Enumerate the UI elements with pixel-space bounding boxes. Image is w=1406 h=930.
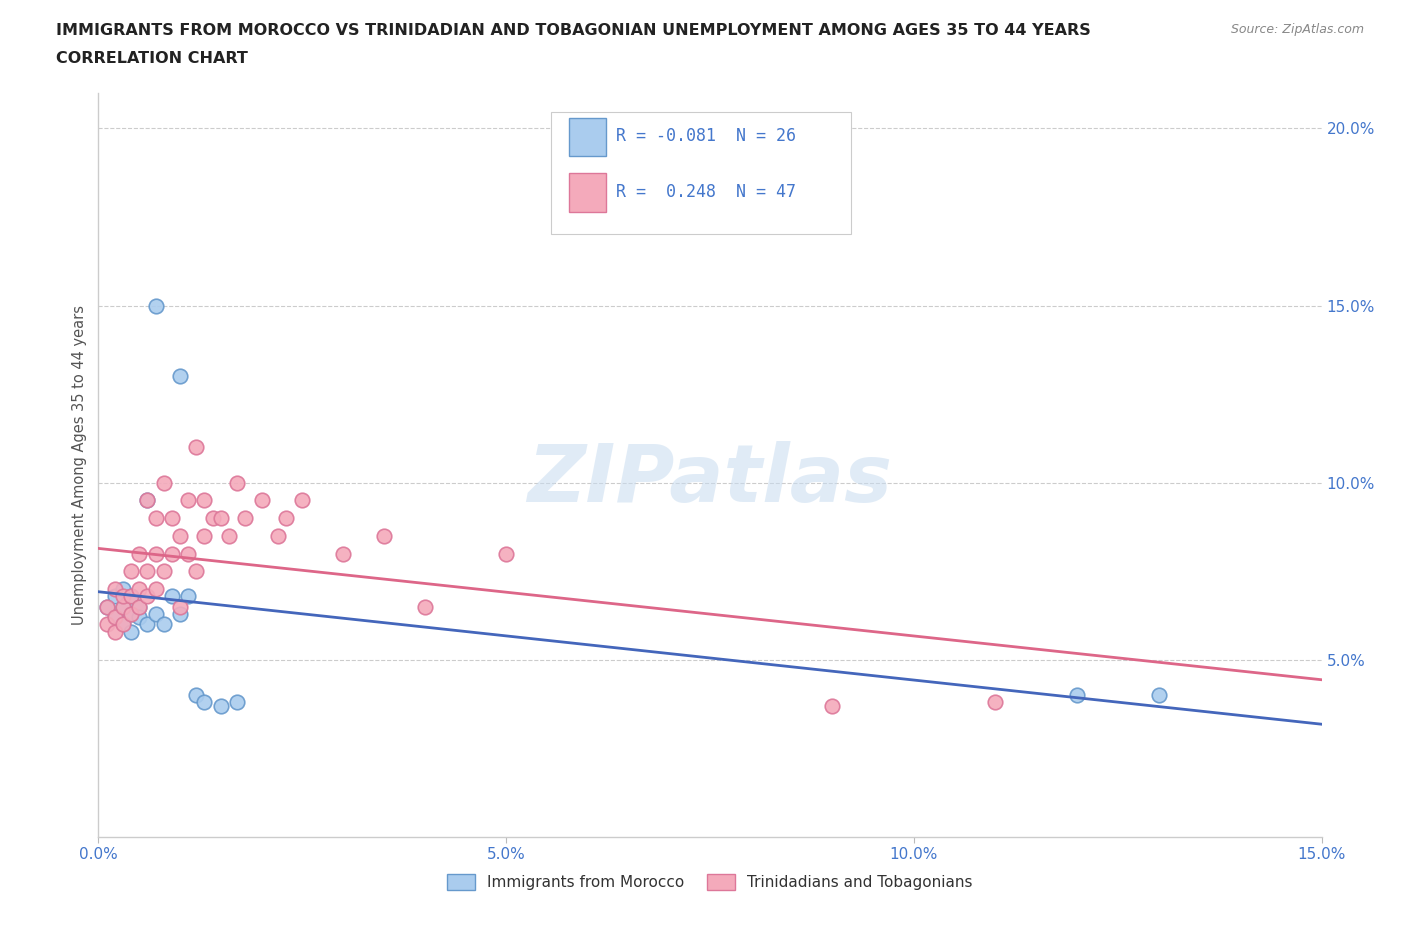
Point [104, 581, 127, 596]
Point [120, 624, 142, 639]
Point [226, 475, 249, 490]
Point [250, 493, 273, 508]
Point [128, 610, 150, 625]
Text: R =  0.248  N = 47: R = 0.248 N = 47 [616, 183, 796, 201]
Point [169, 528, 191, 543]
Point [160, 589, 183, 604]
Point [495, 546, 517, 561]
Text: CORRELATION CHART: CORRELATION CHART [56, 51, 247, 66]
Point [111, 599, 134, 614]
Point [120, 589, 142, 604]
Point [96, 617, 118, 631]
Point [136, 493, 159, 508]
Point [169, 606, 191, 621]
FancyBboxPatch shape [569, 117, 606, 156]
Point [169, 599, 191, 614]
Text: IMMIGRANTS FROM MOROCCO VS TRINIDADIAN AND TOBAGONIAN UNEMPLOYMENT AMONG AGES 35: IMMIGRANTS FROM MOROCCO VS TRINIDADIAN A… [56, 23, 1091, 38]
Point [120, 606, 142, 621]
Point [177, 493, 200, 508]
Point [209, 698, 232, 713]
Point [821, 698, 844, 713]
Point [136, 589, 159, 604]
Point [136, 493, 159, 508]
Point [1066, 688, 1088, 703]
Point [169, 369, 191, 384]
FancyBboxPatch shape [551, 112, 851, 234]
Point [145, 581, 167, 596]
Point [186, 564, 208, 578]
Point [291, 493, 314, 508]
Point [104, 589, 127, 604]
Point [152, 475, 174, 490]
Point [984, 695, 1007, 710]
Point [111, 581, 134, 596]
Point [186, 688, 208, 703]
Point [226, 695, 249, 710]
Point [104, 610, 127, 625]
Point [332, 546, 354, 561]
Point [209, 511, 232, 525]
Point [201, 511, 224, 525]
Point [186, 440, 208, 455]
Point [111, 617, 134, 631]
Point [104, 624, 127, 639]
Point [111, 589, 134, 604]
Point [136, 617, 159, 631]
Point [128, 581, 150, 596]
Point [96, 599, 118, 614]
Point [413, 599, 436, 614]
Point [177, 589, 200, 604]
Point [104, 610, 127, 625]
Point [128, 599, 150, 614]
Point [145, 606, 167, 621]
Text: R = -0.081  N = 26: R = -0.081 N = 26 [616, 127, 796, 145]
Legend: Immigrants from Morocco, Trinidadians and Tobagonians: Immigrants from Morocco, Trinidadians an… [441, 868, 979, 897]
Point [218, 528, 240, 543]
Point [160, 511, 183, 525]
Text: ZIPatlas: ZIPatlas [527, 441, 893, 519]
Point [120, 606, 142, 621]
Point [136, 564, 159, 578]
Point [152, 564, 174, 578]
Point [373, 528, 395, 543]
Point [145, 546, 167, 561]
Point [193, 528, 215, 543]
Point [120, 589, 142, 604]
Point [1147, 688, 1170, 703]
Point [152, 617, 174, 631]
Point [267, 528, 290, 543]
Point [193, 695, 215, 710]
Point [177, 546, 200, 561]
Point [111, 617, 134, 631]
Text: Source: ZipAtlas.com: Source: ZipAtlas.com [1230, 23, 1364, 36]
Point [145, 299, 167, 313]
Point [128, 599, 150, 614]
Point [160, 546, 183, 561]
Point [128, 546, 150, 561]
Point [120, 564, 142, 578]
Point [96, 599, 118, 614]
Point [145, 511, 167, 525]
Y-axis label: Unemployment Among Ages 35 to 44 years: Unemployment Among Ages 35 to 44 years [72, 305, 87, 625]
FancyBboxPatch shape [569, 173, 606, 212]
Point [111, 599, 134, 614]
Point [193, 493, 215, 508]
Point [274, 511, 297, 525]
Point [233, 511, 256, 525]
